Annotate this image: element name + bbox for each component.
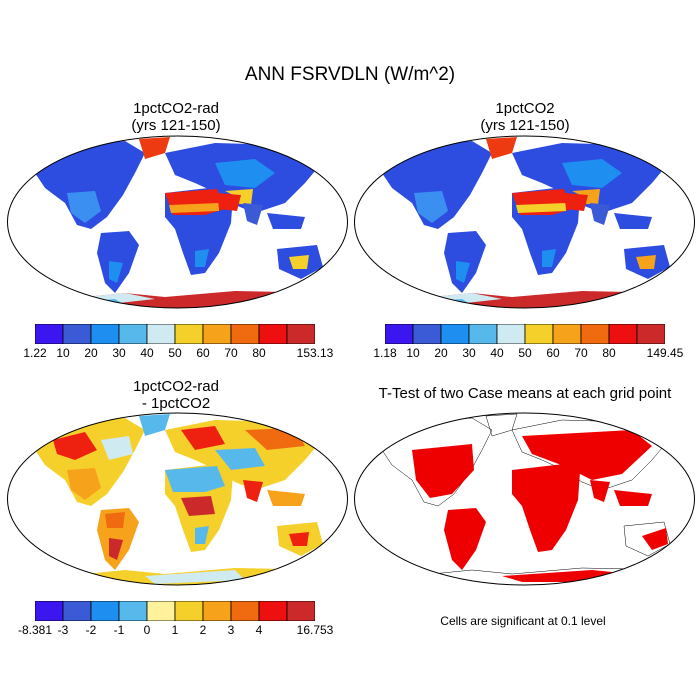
panel-1-title-line2: (yrs 121-150) [131,117,221,134]
continent-australia [623,521,671,557]
colorbar-1-swatch [286,323,316,345]
colorbar-2-tick-label: 60 [546,346,560,360]
colorbar-1-tick-label: 20 [84,346,98,360]
colorbar-2-swatch [440,323,470,345]
continent-north-america [380,141,492,229]
panel-2-title-line1: 1pctCO2 [495,100,555,117]
colorbar-2-swatch [636,323,666,345]
panel-2-title-line2: (yrs 121-150) [480,117,570,134]
continent-greenland [139,414,170,436]
colorbar-1-tick-label: 30 [112,346,126,360]
colorbar-2-swatch [552,323,582,345]
colorbar-2-swatch [412,323,442,345]
colorbar-3-tick-label: 2 [199,623,207,637]
continent-north-america [33,141,145,229]
panel-4-title-line1: T-Test of two Case means at each grid po… [378,385,672,402]
colorbar-1-swatch [174,323,204,345]
colorbar-3-labels: -8.381 -3 -2 -1 0 1 2 3 4 16.753 [18,623,333,639]
colorbar-2-swatch [524,323,554,345]
colorbar-3-swatch [202,600,232,622]
colorbar-3-tick-label: -8.381 [17,623,53,637]
colorbar-3-swatch [258,600,288,622]
colorbar-3 [34,600,316,626]
panel-1-title-line1: 1pctCO2-rad [133,100,219,117]
continent-south-america [444,508,486,570]
colorbar-2-labels: 1.18 10 20 30 40 50 60 70 80 149.45 [373,346,683,362]
colorbar-2-tick-label: 80 [602,346,616,360]
colorbar-1-tick-label: 70 [224,346,238,360]
colorbar-2-tick-label: 1.18 [373,346,397,360]
colorbar-2-tick-label: 20 [434,346,448,360]
colorbar-1-tick-label: 50 [168,346,182,360]
colorbar-2-tick-label: 70 [574,346,588,360]
colorbar-1-swatch [230,323,260,345]
colorbar-3-tick-label: -3 [57,623,69,637]
panel-2-title: 1pctCO2 (yrs 121-150) [365,100,685,134]
colorbar-1-tick-label: 10 [56,346,70,360]
continent-greenland [486,137,517,159]
panel-3-title-line1: 1pctCO2-rad [133,378,219,395]
colorbar-1-swatch [34,323,64,345]
colorbar-2-tick-label: 149.45 [646,346,684,360]
colorbar-2-swatch [496,323,526,345]
sahara-region [165,466,225,492]
colorbar-1-tick-label: 60 [196,346,210,360]
colorbar-3-tick-label: -2 [85,623,97,637]
colorbar-2-swatches [384,323,666,345]
colorbar-1-tick-label: 153.13 [296,346,334,360]
colorbar-3-swatch [174,600,204,622]
map-1pctco2-rad [7,135,348,309]
colorbar-1-swatch [118,323,148,345]
colorbar-2-tick-label: 10 [406,346,420,360]
colorbar-3-tick-label: 4 [255,623,263,637]
colorbar-2 [384,323,666,349]
map-1pctco2 [354,135,695,309]
colorbar-1-swatch [202,323,232,345]
colorbar-1-swatches [34,323,316,345]
colorbar-2-tick-label: 50 [518,346,532,360]
colorbar-3-tick-label: 1 [171,623,179,637]
colorbar-2-swatch [608,323,638,345]
colorbar-2-swatch [384,323,414,345]
colorbar-3-swatch [286,600,316,622]
panel-4-title: T-Test of two Case means at each grid po… [350,385,700,402]
map-significance [354,412,695,586]
colorbar-3-tick-label: 0 [143,623,151,637]
colorbar-3-tick-label: 3 [227,623,235,637]
map-difference [7,412,348,586]
continent-south-america [97,231,139,293]
colorbar-1-swatch [62,323,92,345]
colorbar-1-tick-label: 80 [252,346,266,360]
colorbar-3-swatches [34,600,316,622]
colorbar-2-tick-label: 40 [490,346,504,360]
continent-south-america [444,231,486,293]
colorbar-3-tick-label: 16.753 [296,623,334,637]
colorbar-3-swatch [34,600,64,622]
colorbar-2-swatch [580,323,610,345]
panel-3-title: 1pctCO2-rad - 1pctCO2 [16,378,336,412]
colorbar-3-swatch [146,600,176,622]
colorbar-3-swatch [62,600,92,622]
colorbar-2-swatch [468,323,498,345]
panel-3-title-line2: - 1pctCO2 [141,395,211,412]
colorbar-1-swatch [258,323,288,345]
colorbar-3-swatch [90,600,120,622]
panel-1-title: 1pctCO2-rad (yrs 121-150) [16,100,336,134]
colorbar-1-labels: 1.22 10 20 30 40 50 60 70 80 153.13 [23,346,333,362]
colorbar-3-swatch [118,600,148,622]
colorbar-1-swatch [146,323,176,345]
colorbar-3-swatch [230,600,260,622]
figure-title: ANN FSRVDLN (W/m^2) [244,64,456,85]
colorbar-1-tick-label: 40 [140,346,154,360]
colorbar-1-tick-label: 1.22 [23,346,47,360]
colorbar-2-tick-label: 30 [462,346,476,360]
significance-note: Cells are significant at 0.1 level [440,614,606,628]
colorbar-1-swatch [90,323,120,345]
continent-north-america [379,417,493,507]
colorbar-3-tick-label: -1 [113,623,125,637]
continent-greenland [139,137,170,159]
colorbar-1 [34,323,316,349]
continent-africa [512,464,580,552]
